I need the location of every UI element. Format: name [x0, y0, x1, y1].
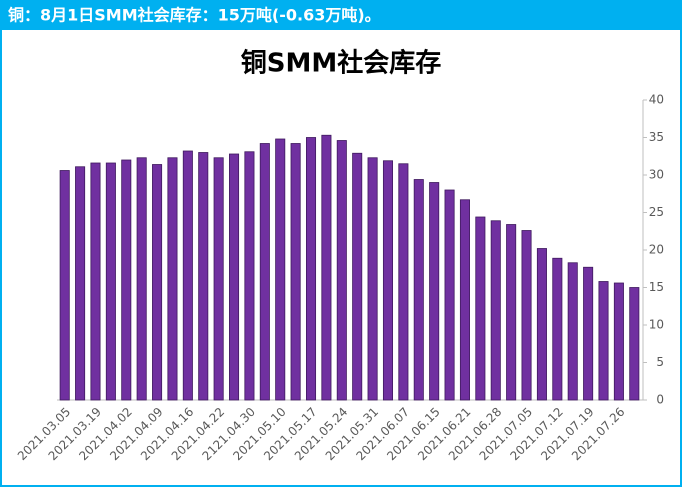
chart-title: 铜SMM社会库存 [241, 48, 441, 79]
bar [475, 216, 486, 401]
bar [244, 151, 255, 401]
y-tick-label: 5 [656, 355, 664, 369]
bar [552, 257, 563, 401]
bar [367, 157, 378, 401]
bar [398, 163, 409, 401]
y-tick-label: 20 [649, 243, 664, 257]
bar [305, 137, 317, 401]
header-bar [0, 0, 682, 30]
bar [229, 153, 240, 401]
bar [105, 162, 116, 401]
bar [275, 138, 286, 401]
bar [613, 282, 624, 401]
y-tick-label: 40 [649, 93, 664, 107]
bar [213, 157, 224, 401]
bar [429, 182, 440, 401]
bar [198, 152, 209, 401]
bar [121, 159, 132, 401]
bar [152, 164, 163, 401]
y-tick-label: 25 [649, 205, 664, 219]
bar [536, 248, 547, 401]
header-text: 铜：8月1日SMM社会库存：15万吨(-0.63万吨)。 [8, 6, 381, 25]
bar [629, 287, 640, 401]
bar [490, 220, 501, 401]
bar [90, 162, 101, 401]
bar [506, 224, 517, 401]
y-tick-label: 15 [649, 280, 664, 294]
y-tick-label: 0 [656, 393, 664, 407]
y-tick-label: 30 [649, 168, 664, 182]
bar [352, 152, 363, 401]
bar [459, 199, 470, 401]
bar [413, 179, 424, 401]
bar [583, 266, 594, 401]
bar [75, 166, 86, 401]
y-tick-label: 10 [649, 318, 664, 332]
bar [598, 281, 609, 401]
bar [382, 160, 394, 401]
bar [521, 230, 532, 401]
bar [290, 143, 301, 401]
bar [444, 189, 455, 401]
bar [567, 262, 578, 401]
bar [59, 170, 70, 401]
bar [321, 134, 332, 401]
bar [259, 143, 270, 401]
y-tick-label: 35 [649, 130, 664, 144]
bar [336, 140, 347, 401]
bar [182, 150, 193, 401]
bar [167, 157, 178, 401]
bar [136, 157, 147, 401]
